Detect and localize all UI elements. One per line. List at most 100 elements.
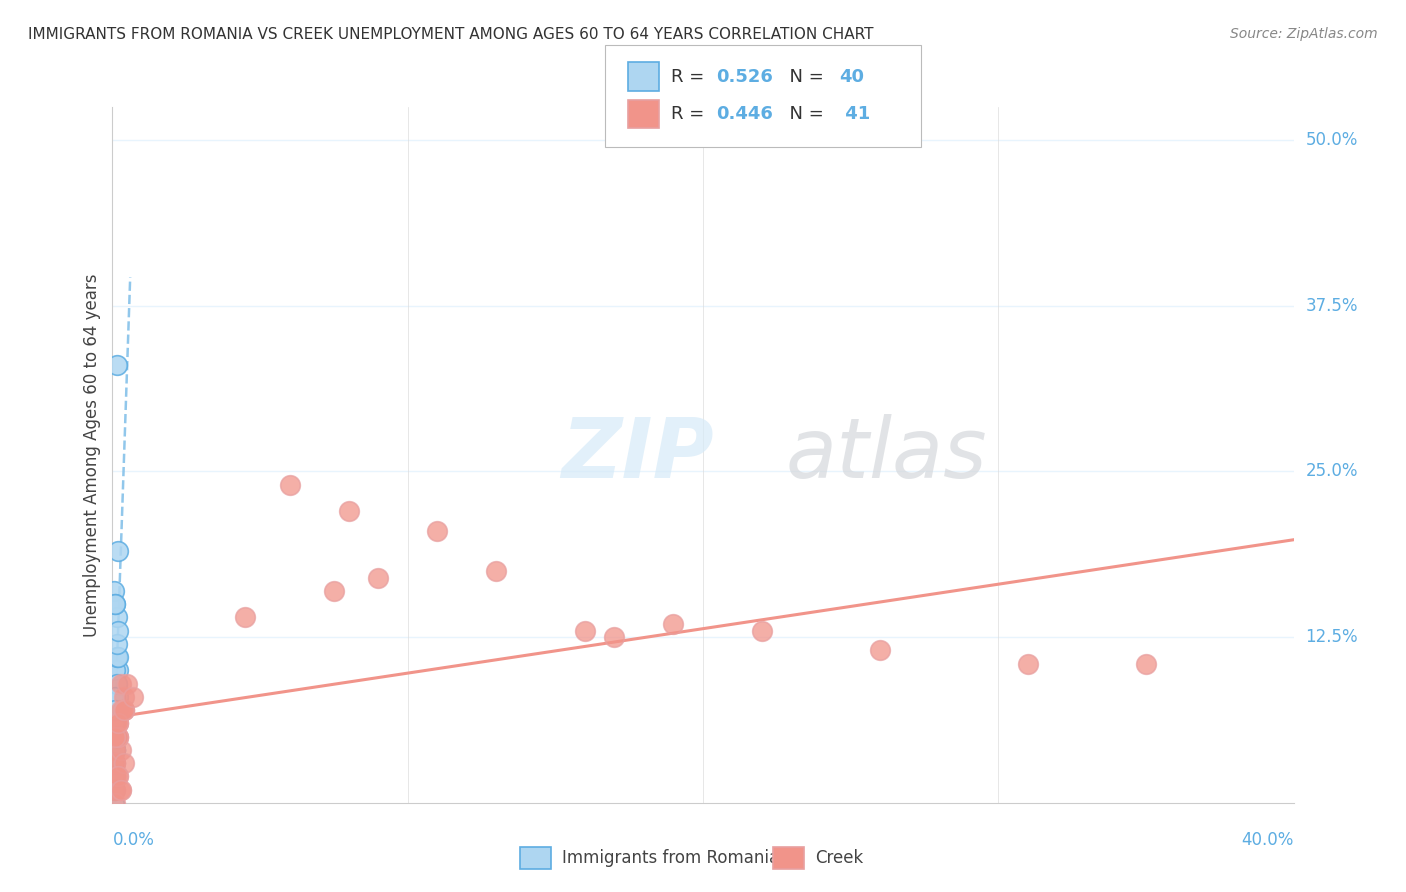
Point bbox=[323, 583, 346, 598]
Text: Source: ZipAtlas.com: Source: ZipAtlas.com bbox=[1230, 27, 1378, 41]
Point bbox=[103, 782, 125, 797]
Point bbox=[107, 663, 129, 677]
Point bbox=[337, 504, 360, 518]
Point bbox=[110, 703, 132, 717]
Point bbox=[103, 690, 125, 704]
Text: 0.446: 0.446 bbox=[716, 105, 772, 123]
Text: 37.5%: 37.5% bbox=[1305, 297, 1358, 315]
Point bbox=[104, 597, 127, 611]
Point bbox=[104, 782, 127, 797]
Point bbox=[103, 756, 125, 770]
Point bbox=[107, 730, 129, 744]
Point bbox=[110, 782, 132, 797]
Point bbox=[751, 624, 773, 638]
Point bbox=[107, 769, 129, 783]
Point bbox=[662, 616, 685, 631]
Y-axis label: Unemployment Among Ages 60 to 64 years: Unemployment Among Ages 60 to 64 years bbox=[83, 273, 101, 637]
Point bbox=[105, 637, 128, 651]
Point bbox=[103, 782, 125, 797]
Point bbox=[107, 716, 129, 731]
Point bbox=[104, 743, 127, 757]
Text: 41: 41 bbox=[839, 105, 870, 123]
Text: 0.526: 0.526 bbox=[716, 68, 772, 86]
Point bbox=[107, 730, 129, 744]
Point bbox=[104, 756, 127, 770]
Point bbox=[1135, 657, 1157, 671]
Point bbox=[485, 564, 508, 578]
Point bbox=[112, 703, 135, 717]
Text: atlas: atlas bbox=[786, 415, 987, 495]
Point bbox=[105, 676, 128, 690]
Point bbox=[105, 610, 128, 624]
Text: R =: R = bbox=[671, 68, 710, 86]
Point bbox=[603, 630, 626, 644]
Point bbox=[107, 716, 129, 731]
Point bbox=[104, 782, 127, 797]
Point bbox=[103, 796, 125, 810]
Point bbox=[105, 703, 128, 717]
Point bbox=[117, 676, 138, 690]
Point bbox=[103, 730, 125, 744]
Point bbox=[103, 769, 125, 783]
Point bbox=[122, 690, 145, 704]
Point bbox=[103, 756, 125, 770]
Point bbox=[104, 663, 127, 677]
Point bbox=[104, 716, 127, 731]
Text: 40.0%: 40.0% bbox=[1241, 830, 1294, 848]
Point bbox=[107, 769, 129, 783]
Point bbox=[104, 730, 127, 744]
Point bbox=[112, 703, 135, 717]
Point bbox=[104, 690, 127, 704]
Point bbox=[104, 756, 127, 770]
Point bbox=[112, 703, 135, 717]
Point bbox=[426, 524, 449, 538]
Point bbox=[869, 643, 891, 657]
Text: N =: N = bbox=[778, 105, 830, 123]
Text: Creek: Creek bbox=[815, 849, 863, 867]
Text: IMMIGRANTS FROM ROMANIA VS CREEK UNEMPLOYMENT AMONG AGES 60 TO 64 YEARS CORRELAT: IMMIGRANTS FROM ROMANIA VS CREEK UNEMPLO… bbox=[28, 27, 873, 42]
Point bbox=[107, 544, 129, 558]
Point bbox=[104, 730, 127, 744]
Point bbox=[233, 610, 256, 624]
Point bbox=[104, 769, 127, 783]
Point bbox=[103, 769, 125, 783]
Text: 40: 40 bbox=[839, 68, 865, 86]
Text: ZIP: ZIP bbox=[561, 415, 714, 495]
Point bbox=[278, 477, 301, 491]
Point bbox=[110, 782, 132, 797]
Point bbox=[107, 730, 129, 744]
Point bbox=[1017, 657, 1039, 671]
Point bbox=[104, 597, 127, 611]
Point bbox=[104, 743, 127, 757]
Text: 50.0%: 50.0% bbox=[1305, 131, 1358, 149]
Point bbox=[110, 676, 132, 690]
Point bbox=[574, 624, 596, 638]
Point bbox=[104, 703, 127, 717]
Point bbox=[104, 743, 127, 757]
Point bbox=[104, 769, 127, 783]
Point bbox=[107, 690, 129, 704]
Point bbox=[112, 690, 135, 704]
Point bbox=[105, 730, 128, 744]
Point bbox=[110, 743, 132, 757]
Text: N =: N = bbox=[778, 68, 830, 86]
Point bbox=[107, 650, 129, 665]
Point bbox=[105, 650, 128, 665]
Text: 0.0%: 0.0% bbox=[112, 830, 155, 848]
Text: R =: R = bbox=[671, 105, 710, 123]
Point bbox=[105, 359, 128, 373]
Point bbox=[104, 703, 127, 717]
Point bbox=[107, 624, 129, 638]
Point bbox=[104, 796, 127, 810]
Text: Immigrants from Romania: Immigrants from Romania bbox=[562, 849, 779, 867]
Point bbox=[103, 769, 125, 783]
Point bbox=[103, 716, 125, 731]
Point bbox=[104, 756, 127, 770]
Point bbox=[104, 743, 127, 757]
Point bbox=[112, 756, 135, 770]
Point bbox=[367, 570, 389, 584]
Text: 25.0%: 25.0% bbox=[1305, 462, 1358, 481]
Text: 12.5%: 12.5% bbox=[1305, 628, 1358, 646]
Point bbox=[103, 583, 125, 598]
Point bbox=[104, 730, 127, 744]
